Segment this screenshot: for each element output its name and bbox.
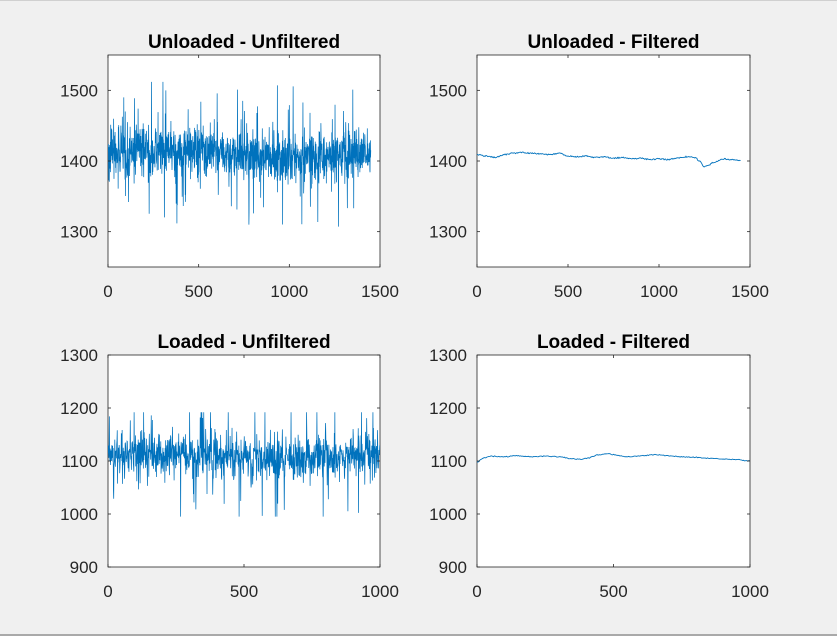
axes-loaded-unfiltered: 0 500 1000 900 1000 1100 1200 1300 Loaded - Unfi… [60, 332, 399, 601]
y-tick-label: 1500 [429, 81, 467, 100]
y-tick-label: 1100 [430, 452, 467, 471]
x-tick-label: 0 [472, 582, 481, 601]
y-tick-label: 1000 [429, 505, 467, 524]
axes-unloaded-unfiltered: 0 500 1000 1500 1300 1400 1500 Unloaded - Unfil… [60, 32, 399, 301]
y-tick-label: 1100 [61, 452, 98, 471]
axes-unloaded-filtered: 0 500 1000 1500 1300 1400 1500 Unloaded - Filte… [429, 32, 769, 301]
axes-box [476, 54, 751, 268]
y-tick-label: 1200 [60, 399, 98, 418]
series-line [477, 151, 741, 168]
x-tick-label: 500 [184, 282, 212, 301]
y-tick-label: 1300 [429, 346, 467, 365]
y-tick-label: 1300 [429, 223, 467, 242]
y-tick-label: 1400 [60, 152, 98, 171]
x-tick-label: 0 [103, 582, 112, 601]
y-tick-label: 1200 [429, 399, 467, 418]
x-tick-label: 500 [599, 582, 627, 601]
x-tick-label: 1000 [270, 282, 308, 301]
series-line [108, 81, 372, 227]
x-tick-label: 0 [472, 282, 481, 301]
x-tick-label: 0 [103, 282, 112, 301]
x-tick-label: 1000 [731, 582, 769, 601]
y-tick-label: 900 [70, 558, 98, 577]
y-tick-label: 1300 [60, 346, 98, 365]
axes-loaded-filtered: 0 500 1000 900 1000 1100 1200 1300 Loaded - Filt… [429, 332, 769, 601]
x-tick-label: 500 [230, 582, 258, 601]
y-tick-label: 1400 [429, 152, 467, 171]
y-tick-label: 1300 [60, 223, 98, 242]
y-tick-label: 1500 [60, 81, 98, 100]
chart-title: Loaded - Filtered [537, 332, 690, 353]
x-tick-label: 1500 [361, 282, 399, 301]
x-tick-label: 1000 [361, 582, 399, 601]
chart-title: Unloaded - Unfiltered [148, 32, 340, 53]
x-tick-label: 1000 [640, 282, 678, 301]
x-tick-label: 500 [554, 282, 582, 301]
axes-box [476, 354, 751, 568]
y-tick-label: 1000 [60, 505, 98, 524]
series-line [108, 412, 380, 517]
chart-title: Unloaded - Filtered [527, 32, 699, 53]
y-tick-label: 900 [439, 558, 467, 577]
chart-title: Loaded - Unfiltered [157, 332, 330, 353]
x-tick-label: 1500 [731, 282, 769, 301]
series-line [477, 453, 750, 463]
